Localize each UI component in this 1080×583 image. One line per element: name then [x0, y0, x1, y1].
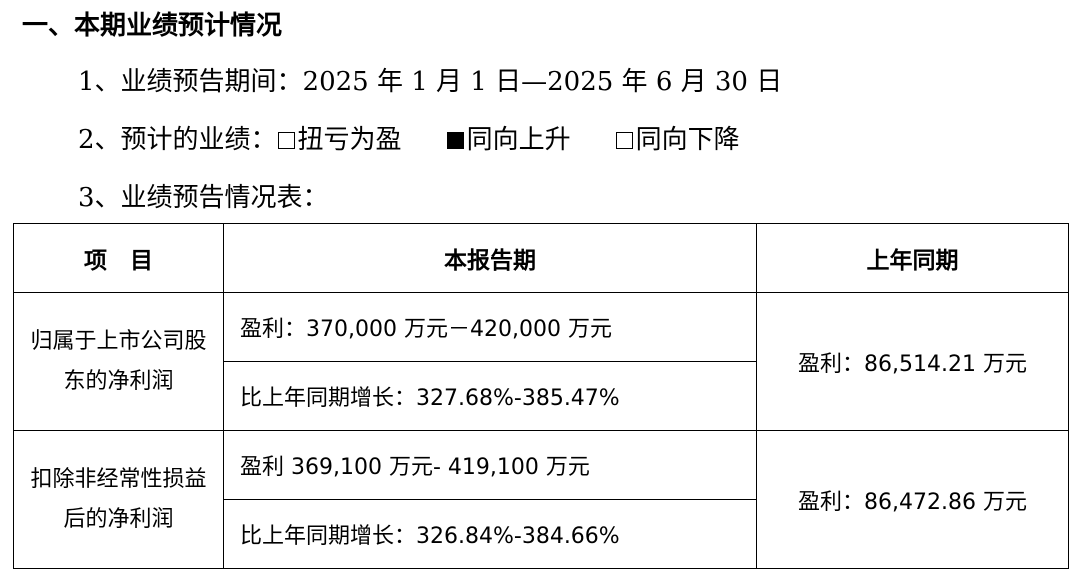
- previous-profit-excl: 盈利：86,472.86 万元: [756, 430, 1069, 569]
- table-header-row: 项 目 本报告期 上年同期: [13, 223, 1069, 293]
- table-row: 归属于上市公司股东的净利润 盈利：370,000 万元－420,000 万元 盈…: [13, 292, 1069, 431]
- checkbox-decrease[interactable]: [615, 132, 633, 149]
- forecast-period: 1、业绩预告期间：2025 年 1 月 1 日—2025 年 6 月 30 日: [78, 67, 783, 97]
- current-profit: 盈利：370,000 万元－420,000 万元: [223, 292, 757, 362]
- current-growth: 比上年同期增长：327.68%-385.47%: [223, 361, 757, 431]
- checkbox-increase[interactable]: [446, 132, 464, 149]
- table-intro: 3、业绩预告情况表：: [78, 183, 329, 213]
- table-row: 扣除非经常性损益后的净利润 盈利 369,100 万元- 419,100 万元 …: [13, 430, 1069, 569]
- header-current-period: 本报告期: [223, 223, 757, 293]
- option-increase-label: 同向上升: [466, 125, 571, 155]
- option-decrease[interactable]: 同向下降: [615, 125, 740, 155]
- table-row: 比上年同期增长：327.68%-385.47%: [14, 361, 1069, 431]
- row-label-net-profit-excl: 扣除非经常性损益后的净利润: [13, 430, 224, 569]
- section-title: 一、本期业绩预计情况: [22, 11, 283, 41]
- option-turn-profit[interactable]: 扭亏为盈: [277, 125, 402, 155]
- option-increase[interactable]: 同向上升: [446, 125, 571, 155]
- forecast-type-label: 2、预计的业绩：: [78, 125, 277, 155]
- option-turn-profit-label: 扭亏为盈: [297, 125, 402, 155]
- current-growth-excl: 比上年同期增长：326.84%-384.66%: [223, 499, 757, 569]
- header-item: 项 目: [13, 223, 224, 293]
- checkbox-turn-profit[interactable]: [277, 132, 295, 149]
- forecast-type: 2、预计的业绩： 扭亏为盈 同向上升 同向下降: [78, 122, 784, 158]
- forecast-table: 项 目 本报告期 上年同期 归属于上市公司股东的净利润 盈利：370,000 万…: [13, 223, 1069, 569]
- previous-profit: 盈利：86,514.21 万元: [756, 292, 1069, 431]
- table-row: 比上年同期增长：326.84%-384.66%: [14, 499, 1069, 569]
- header-previous-period: 上年同期: [756, 223, 1069, 293]
- current-profit-excl: 盈利 369,100 万元- 419,100 万元: [223, 430, 757, 500]
- row-label-net-profit: 归属于上市公司股东的净利润: [13, 292, 224, 431]
- option-decrease-label: 同向下降: [635, 125, 740, 155]
